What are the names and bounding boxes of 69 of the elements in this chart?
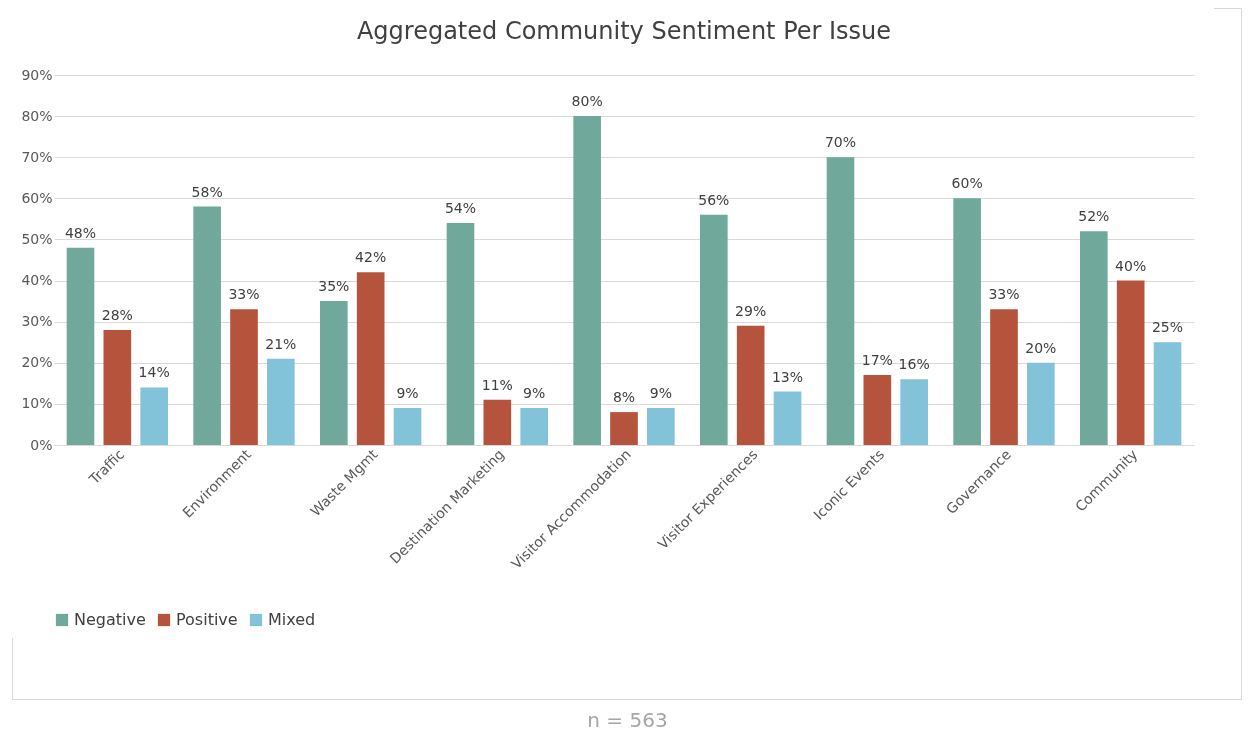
data-label: 60%: [951, 175, 983, 192]
bar: [446, 223, 475, 445]
legend-label: Positive: [176, 610, 238, 629]
data-label: 48%: [64, 224, 97, 241]
bar: [1027, 362, 1055, 445]
data-label: 52%: [1078, 208, 1110, 225]
data-label: 80%: [571, 93, 603, 110]
y-tick-label: 80%: [21, 107, 53, 124]
y-tick-label: 10%: [21, 395, 53, 412]
bar: [267, 358, 295, 445]
data-label: 33%: [988, 286, 1020, 303]
data-label: 8%: [612, 389, 636, 406]
y-tick-label: 90%: [21, 66, 53, 83]
bar: [230, 309, 258, 445]
text: n = 563: [586, 708, 669, 732]
data-label: 70%: [824, 134, 857, 151]
bar: [953, 198, 981, 445]
data-label: 33%: [228, 286, 260, 303]
data-label: 11%: [481, 376, 513, 393]
chart-title: Aggregated Community Sentiment Per Issue: [356, 17, 892, 45]
bar: [393, 408, 422, 445]
data-label: 14%: [138, 364, 170, 381]
bar: [66, 247, 95, 445]
bar: [647, 408, 675, 445]
data-label: 42%: [355, 249, 387, 266]
bar: [990, 309, 1018, 445]
legend-label: Mixed: [268, 610, 316, 629]
bar: [193, 206, 221, 445]
data-label: 9%: [396, 385, 419, 401]
data-label: 28%: [101, 306, 133, 323]
bar: [103, 329, 132, 445]
bar: [1153, 342, 1182, 445]
bar: [140, 387, 168, 445]
data-label: 9%: [649, 385, 672, 401]
data-label: 20%: [1025, 339, 1057, 356]
data-label: 40%: [1115, 257, 1147, 274]
bar: [863, 375, 892, 445]
data-label: 58%: [191, 183, 223, 200]
data-label: 56%: [698, 191, 730, 208]
bar: [700, 214, 728, 445]
data-label: 54%: [444, 200, 477, 216]
data-label: 25%: [1151, 319, 1184, 336]
bar: [520, 408, 548, 445]
y-tick-label: 70%: [21, 148, 53, 165]
bar: [736, 325, 765, 445]
legend-label: Negative: [74, 610, 146, 629]
data-label: 21%: [265, 335, 297, 352]
data-label: 16%: [898, 356, 930, 373]
y-tick-label: 50%: [21, 230, 53, 247]
bar: [1116, 280, 1145, 445]
data-label: 29%: [735, 302, 767, 319]
y-tick-label: 60%: [21, 189, 53, 206]
y-tick-label: 20%: [21, 354, 53, 371]
y-tick-label: 0%: [30, 436, 53, 453]
bar: [573, 116, 601, 445]
data-label: 17%: [861, 352, 893, 369]
data-label: 35%: [318, 278, 350, 295]
data-label: 13%: [771, 368, 804, 385]
bar: [320, 301, 348, 445]
bar: [610, 412, 638, 445]
data-label: 9%: [523, 385, 546, 401]
bar: [900, 379, 928, 445]
y-tick-label: 30%: [21, 313, 53, 330]
bar: [773, 391, 802, 445]
bar: [826, 157, 855, 445]
bar: [1080, 231, 1108, 445]
bar: [356, 272, 385, 445]
y-tick-label: 40%: [21, 272, 53, 289]
bar: [483, 399, 512, 445]
